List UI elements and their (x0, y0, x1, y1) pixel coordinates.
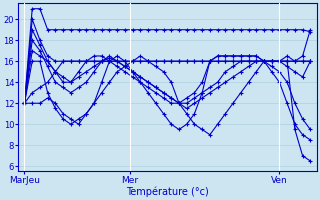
X-axis label: Température (°c): Température (°c) (126, 186, 209, 197)
